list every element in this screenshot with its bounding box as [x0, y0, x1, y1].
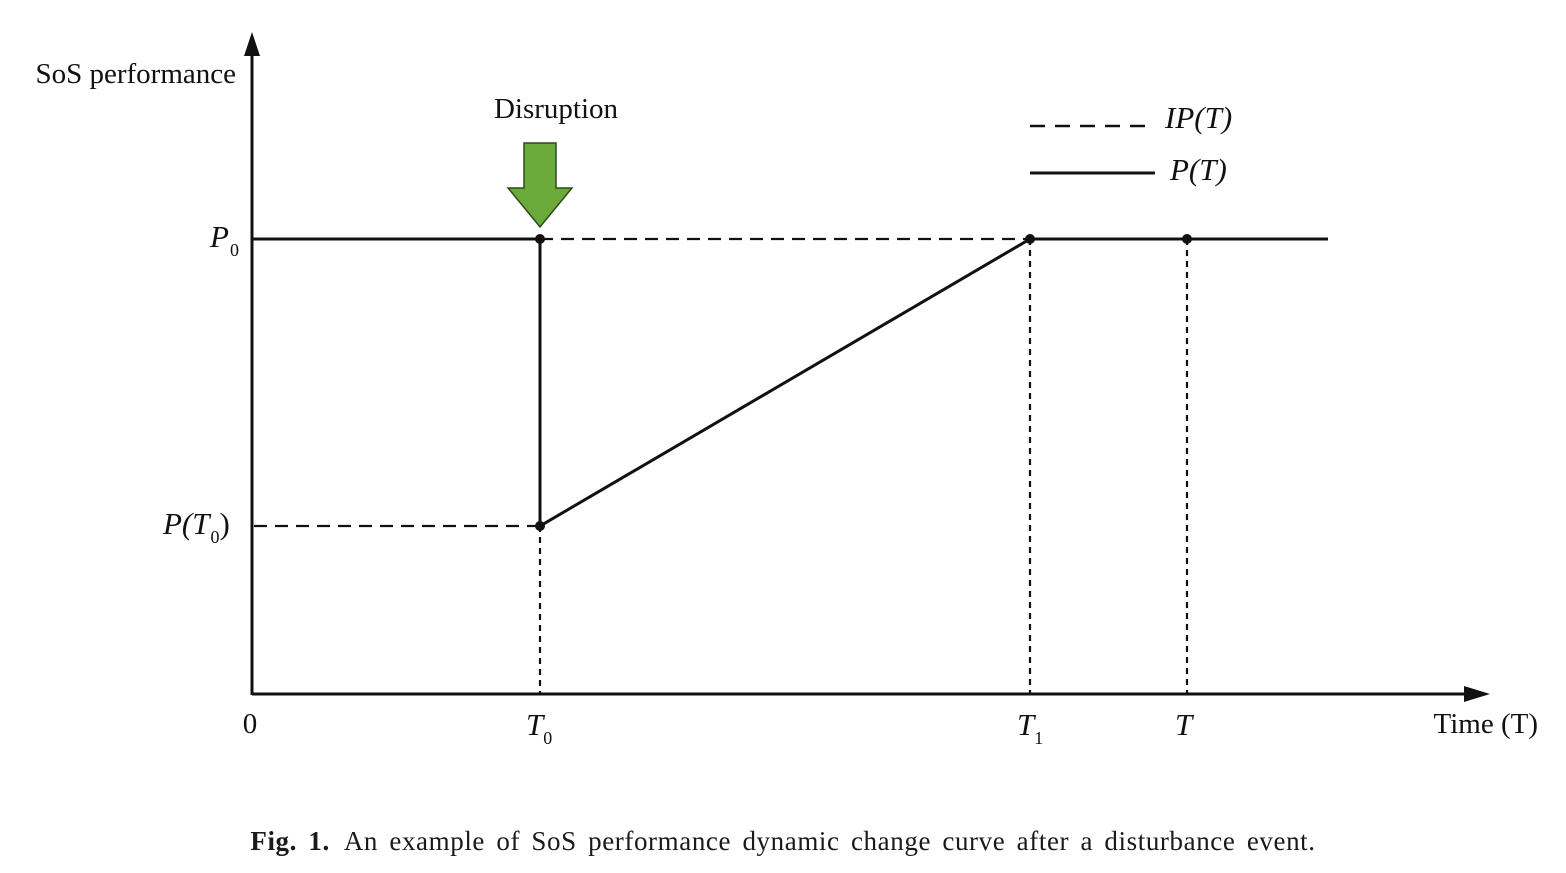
reference-lines	[254, 237, 1189, 694]
x-tick-t1: T1	[1017, 707, 1043, 748]
legend-ip-label: IP(T)	[1164, 100, 1232, 135]
y-tick-pt0: P(T0)	[162, 506, 230, 547]
performance-curve-figure: Disruption SoS performance Time (T) 0 P0…	[35, 32, 1538, 748]
axes	[244, 32, 1490, 702]
legend: IP(T) P(T)	[1030, 100, 1232, 187]
origin-label: 0	[243, 708, 258, 740]
legend-p-label: P(T)	[1169, 152, 1227, 187]
point-t-p0	[1182, 234, 1192, 244]
point-t1-p0	[1025, 234, 1035, 244]
x-tick-t: T	[1175, 707, 1195, 742]
x-tick-t0: T0	[526, 707, 552, 748]
figure-caption-label: Fig. 1.	[250, 826, 330, 856]
x-axis-label: Time (T)	[1434, 708, 1538, 740]
y-axis-label: SoS performance	[35, 58, 236, 90]
curve-points	[535, 234, 1192, 531]
x-axis-arrowhead	[1464, 686, 1490, 702]
point-t0-pt0	[535, 521, 545, 531]
point-t0-p0	[535, 234, 545, 244]
figure-caption-text: An example of SoS performance dynamic ch…	[343, 826, 1316, 856]
figure-caption: Fig. 1. An example of SoS performance dyn…	[0, 826, 1566, 857]
y-axis-arrowhead	[244, 32, 260, 56]
performance-curve	[252, 237, 1328, 529]
y-tick-p0: P0	[209, 219, 239, 260]
disruption-arrow-icon	[506, 142, 574, 229]
disruption-label: Disruption	[494, 93, 619, 125]
